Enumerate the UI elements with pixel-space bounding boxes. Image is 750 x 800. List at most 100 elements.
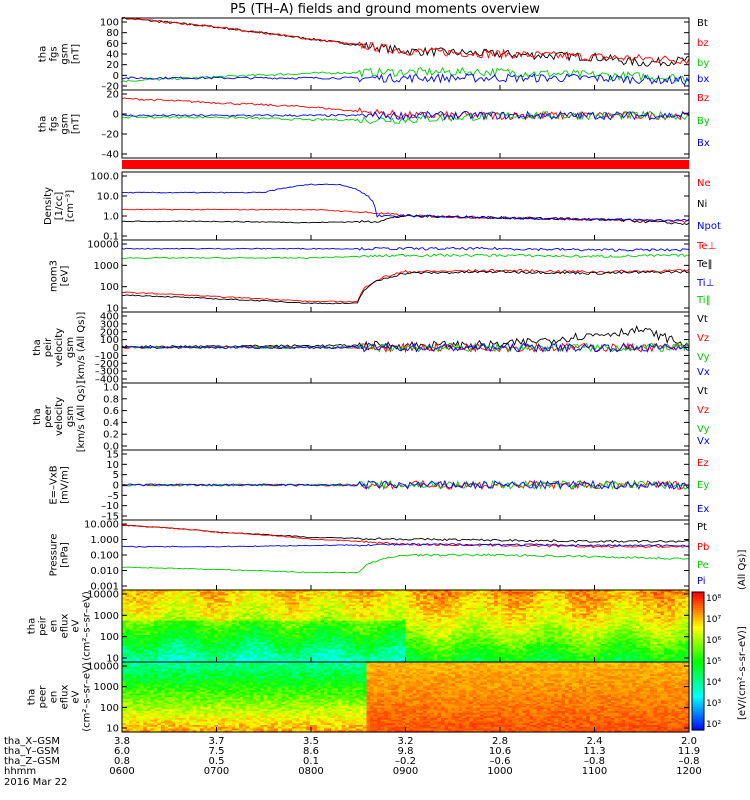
heatmap-cell: [338, 654, 343, 658]
heatmap-cell: [136, 593, 141, 596]
heatmap-cell: [377, 604, 382, 607]
heatmap-cell: [199, 629, 205, 632]
heatmap-cell: [292, 658, 297, 661]
heatmap-cell: [199, 635, 205, 638]
heatmap-cell: [217, 640, 222, 643]
heatmap-cell: [150, 613, 155, 616]
heatmap-cell: [178, 631, 183, 634]
heatmap-cell: [228, 613, 233, 616]
heatmap-cell: [309, 647, 314, 650]
heatmap-cell: [270, 647, 275, 650]
heatmap-cell: [168, 613, 173, 616]
heatmap-cell: [122, 600, 127, 604]
heatmap-cell: [334, 640, 339, 643]
heatmap-cell: [214, 653, 219, 656]
heatmap-cell: [178, 644, 183, 647]
heatmap-cell: [139, 631, 144, 634]
heatmap-cell: [362, 624, 368, 627]
heatmap-cell: [309, 600, 314, 604]
heatmap-cell: [288, 602, 293, 605]
heatmap-cell: [139, 608, 144, 611]
heatmap-cell: [377, 647, 382, 650]
heatmap-cell: [171, 618, 176, 622]
heatmap-cell: [281, 633, 286, 636]
heatmap-cell: [192, 631, 198, 634]
heatmap-cell: [246, 599, 251, 602]
heatmap-cell: [288, 638, 293, 641]
heatmap-cell: [210, 644, 215, 647]
heatmap-cell: [292, 642, 297, 645]
heatmap-cell: [228, 635, 233, 638]
heatmap-cell: [306, 624, 311, 627]
heatmap-cell: [380, 591, 385, 595]
heatmap-cell: [168, 595, 173, 598]
heatmap-cell: [256, 658, 261, 661]
heatmap-cell: [242, 597, 247, 600]
heatmap-cell: [182, 642, 187, 645]
heatmap-cell: [224, 627, 229, 631]
heatmap-cell: [207, 591, 212, 595]
heatmap-cell: [302, 658, 307, 661]
heatmap-cell: [168, 636, 173, 640]
heatmap-cell: [153, 645, 159, 649]
heatmap-cell: [207, 627, 212, 631]
heatmap-cell: [277, 635, 283, 638]
heatmap-cell: [352, 613, 357, 616]
heatmap-cell: [348, 626, 353, 629]
heatmap-cell: [164, 635, 169, 638]
heatmap-cell: [231, 597, 236, 600]
heatmap-cell: [370, 618, 375, 622]
heatmap-cell: [299, 656, 304, 659]
heatmap-cell: [320, 624, 325, 627]
heatmap-cell: [309, 638, 314, 641]
heatmap-cell: [299, 651, 304, 654]
heatmap-cell: [263, 627, 268, 631]
heatmap-cell: [146, 595, 151, 598]
heatmap-cell: [249, 651, 254, 654]
heatmap-cell: [196, 595, 201, 598]
heatmap-cell: [122, 649, 127, 652]
heatmap-cell: [320, 620, 325, 623]
heatmap-cell: [263, 615, 268, 618]
heatmap-cell: [277, 658, 283, 661]
heatmap-cell: [139, 638, 144, 641]
heatmap-cell: [295, 627, 300, 631]
heatmap-cell: [231, 620, 236, 623]
y-tick-label: 100: [100, 282, 119, 293]
heatmap-cell: [132, 595, 137, 598]
heatmap-cell: [263, 608, 268, 611]
heatmap-cell: [299, 608, 304, 611]
heatmap-cell: [355, 604, 361, 607]
heatmap-cell: [345, 645, 350, 649]
heatmap-cell: [270, 615, 275, 618]
heatmap-cell: [292, 660, 297, 663]
heatmap-cell: [221, 645, 226, 649]
heatmap-cell: [132, 654, 137, 658]
heatmap-cell: [150, 599, 155, 602]
heatmap-cell: [327, 591, 332, 595]
heatmap-cell: [345, 606, 350, 609]
heatmap-cell: [150, 595, 155, 598]
heatmap-cell: [214, 620, 219, 623]
heatmap-cell: [377, 627, 382, 631]
heatmap-cell: [320, 633, 325, 636]
heatmap-cell: [309, 651, 314, 654]
heatmap-cell: [277, 599, 283, 602]
heatmap-cell: [384, 611, 389, 614]
heatmap-cell: [217, 644, 222, 647]
heatmap-cell: [125, 622, 130, 625]
heatmap-cell: [288, 624, 293, 627]
heatmap-cell: [295, 609, 300, 613]
heatmap-cell: [256, 590, 261, 593]
heatmap-cell: [285, 636, 290, 640]
heatmap-cell: [182, 631, 187, 634]
heatmap-cell: [306, 633, 311, 636]
heatmap-cell: [192, 615, 198, 618]
heatmap-cell: [246, 649, 251, 652]
heatmap-cell: [295, 635, 300, 638]
heatmap-cell: [231, 627, 236, 631]
heatmap-cell: [246, 622, 251, 625]
heatmap-cell: [228, 626, 233, 629]
heatmap-cell: [196, 638, 201, 641]
heatmap-cell: [224, 620, 229, 623]
